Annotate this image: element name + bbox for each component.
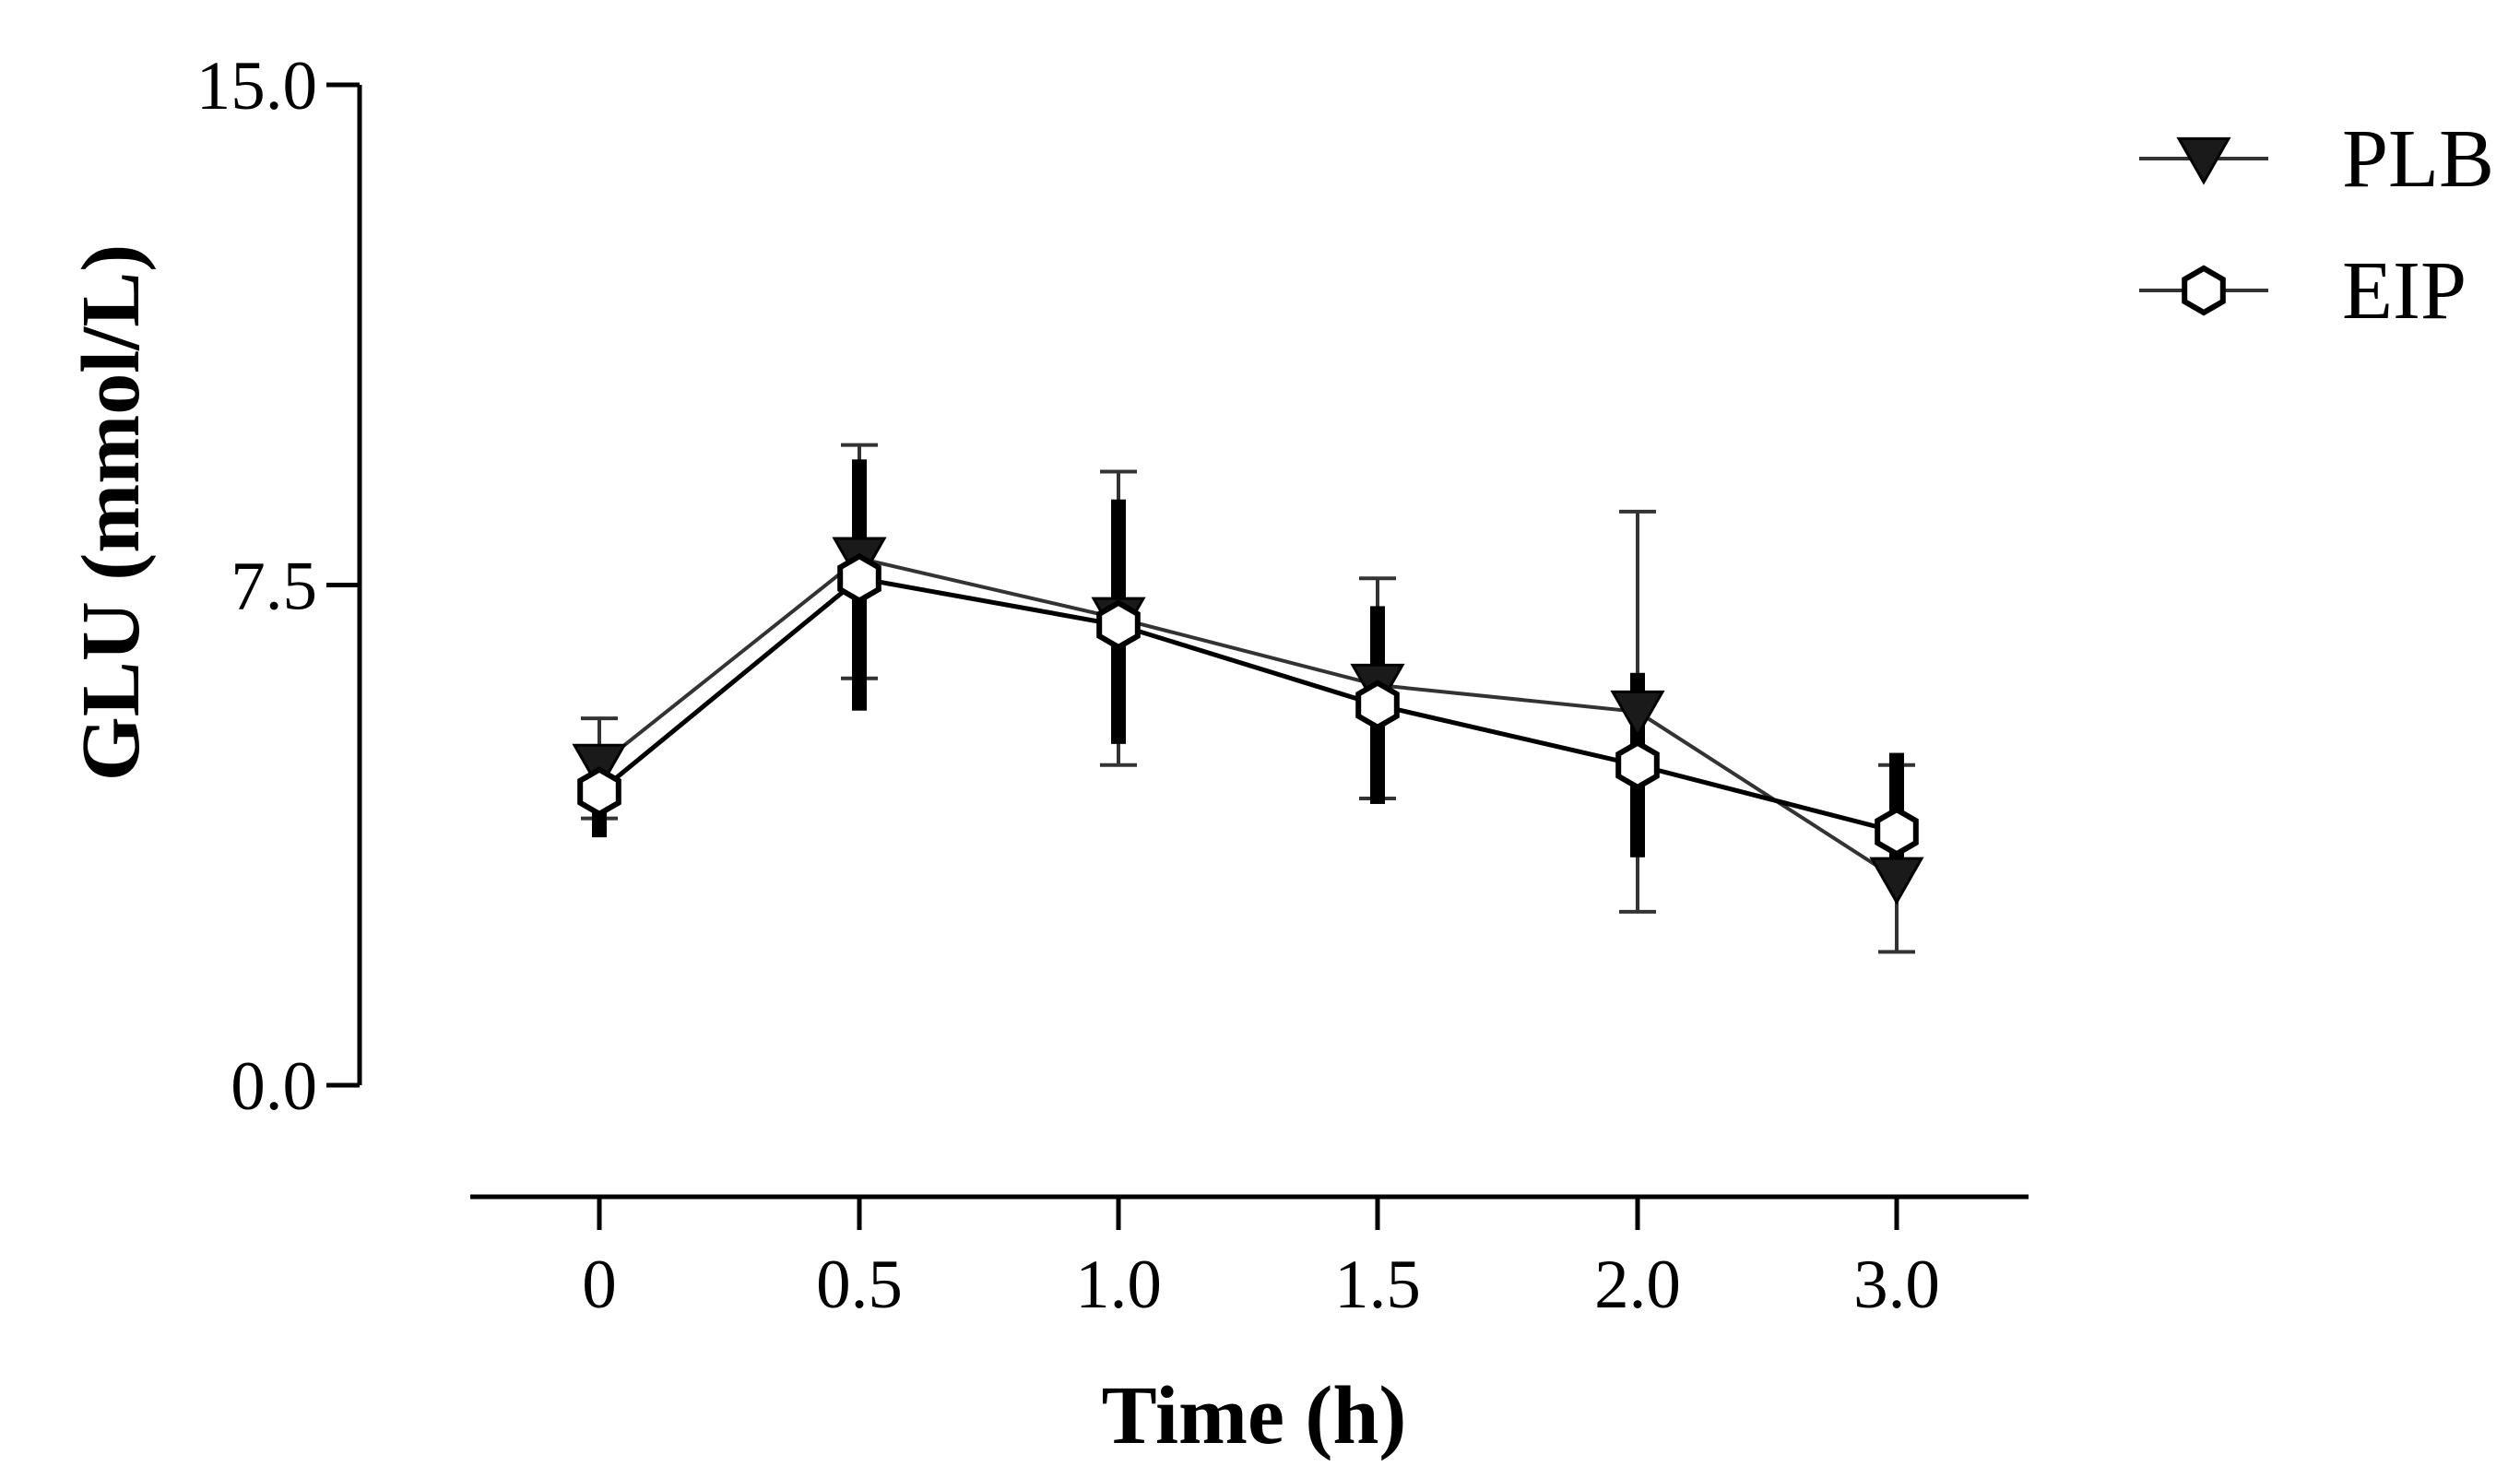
markers-plb xyxy=(572,537,1924,905)
data-point-eip xyxy=(1355,680,1400,731)
x-tick-label: 1.5 xyxy=(1334,1247,1421,1323)
legend-label: PLB xyxy=(2342,113,2494,205)
y-tick-label: 0.0 xyxy=(231,1048,317,1125)
plot-area xyxy=(572,443,1924,954)
x-tick-label: 2.0 xyxy=(1594,1247,1681,1323)
legend-item-plb: PLB xyxy=(2139,113,2494,205)
data-point-eip xyxy=(1096,599,1141,651)
legend-item-eip: EIP xyxy=(2139,245,2467,337)
legend: PLB EIP xyxy=(2139,113,2494,337)
data-point-plb xyxy=(1610,690,1665,739)
x-tick-label: 3.0 xyxy=(1853,1247,1940,1323)
x-tick-label: 0 xyxy=(582,1247,617,1323)
x-axis: 0 0.5 1.0 1.5 2.0 3.0 xyxy=(470,1194,2029,1323)
y-axis-title: GLU (mmol/L) xyxy=(65,244,157,781)
series-line-eip xyxy=(597,575,1898,834)
series-line-plb xyxy=(597,556,1899,881)
y-axis: 0.0 7.5 15.0 xyxy=(196,48,362,1125)
error-bars-eip xyxy=(592,459,1904,884)
x-tick-label: 0.5 xyxy=(816,1247,903,1323)
data-point-eip xyxy=(837,552,881,604)
y-tick-label: 7.5 xyxy=(231,549,317,625)
error-bars-plb xyxy=(581,443,1915,954)
data-point-eip xyxy=(577,766,621,818)
x-tick-label: 1.0 xyxy=(1075,1247,1162,1323)
data-point-eip xyxy=(1615,739,1660,791)
x-axis-title: Time (h) xyxy=(1102,1370,1407,1461)
y-tick-label: 15.0 xyxy=(196,48,317,124)
legend-label: EIP xyxy=(2342,245,2467,337)
markers-eip xyxy=(577,552,1919,857)
data-point-eip xyxy=(1875,806,1919,857)
legend-marker-eip xyxy=(2182,265,2226,316)
legend-marker-plb xyxy=(2176,136,2231,185)
data-point-plb xyxy=(1869,857,1924,905)
